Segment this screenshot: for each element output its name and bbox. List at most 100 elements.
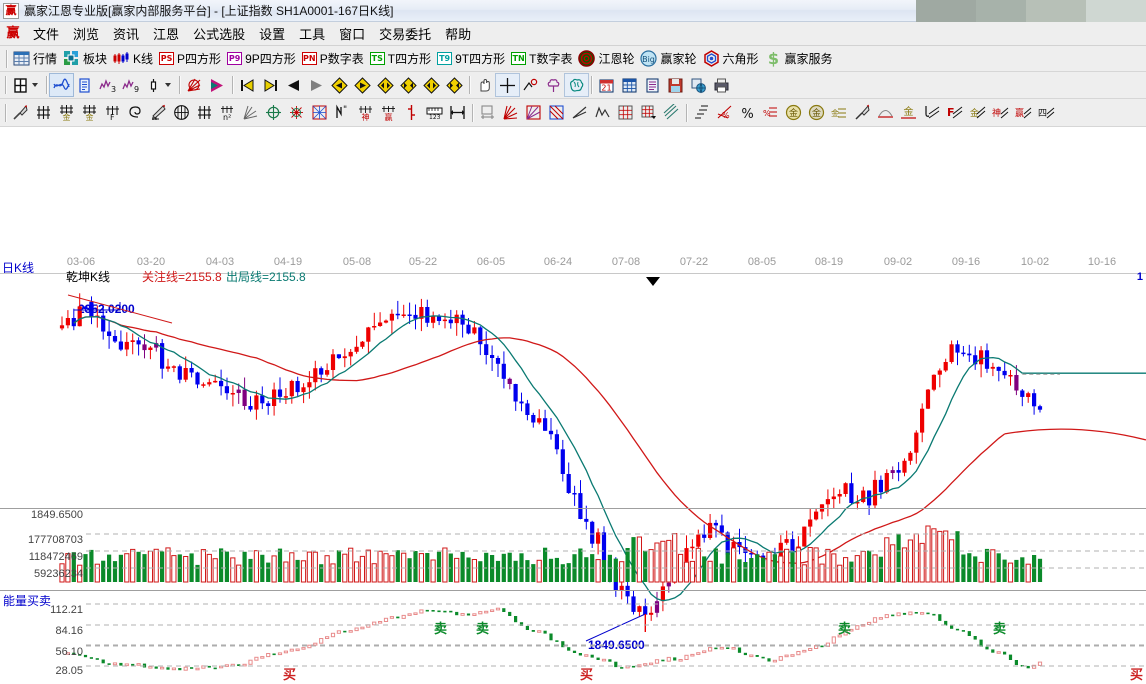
tb3-gold-seal2[interactable]: 金 [805, 102, 828, 124]
menu-browse[interactable]: 浏览 [73, 27, 100, 42]
tb2-gann-fan[interactable] [183, 74, 206, 96]
tb3-ying-slash[interactable]: 赢 [1012, 102, 1035, 124]
tb3-gann-pen[interactable] [9, 102, 32, 124]
tb-t-number-table[interactable]: TN T数字表 [508, 48, 575, 70]
tb2-table[interactable] [618, 74, 641, 96]
tb2-zoom-out[interactable] [397, 74, 420, 96]
tb2-report[interactable] [641, 74, 664, 96]
tb3-h-quote[interactable]: " [331, 102, 354, 124]
tb3-target[interactable] [262, 102, 285, 124]
tb3-pen-tool[interactable] [147, 102, 170, 124]
menu-gann[interactable]: 江恩 [153, 27, 180, 42]
tb2-crosshair[interactable] [495, 73, 520, 97]
tb-t-square[interactable]: TS T四方形 [367, 48, 434, 70]
tb2-last[interactable] [259, 74, 282, 96]
tb3-gold-lines[interactable]: 金 [828, 102, 851, 124]
tb-9p-square[interactable]: P9 9P四方形 [224, 48, 299, 70]
menu-news[interactable]: 资讯 [113, 27, 140, 42]
tb3-trend-line[interactable] [568, 102, 591, 124]
tb3-f-grid[interactable]: F [101, 102, 124, 124]
tb2-save[interactable] [664, 74, 687, 96]
tb2-pick[interactable] [519, 74, 542, 96]
tb3-fan-lines[interactable] [239, 102, 262, 124]
tb3-rocket[interactable] [851, 102, 874, 124]
indicator-panel[interactable] [0, 590, 1146, 684]
tb3-gold-grid-a[interactable]: 金 [55, 102, 78, 124]
tb3-radial-red[interactable] [285, 102, 308, 124]
tb2-zoom-in[interactable] [374, 74, 397, 96]
tb2-first[interactable] [236, 74, 259, 96]
tb3-gold-under[interactable]: 金 [897, 102, 920, 124]
tb3-shen[interactable]: 神 [354, 102, 377, 124]
tb2-zoom-fit[interactable] [420, 74, 443, 96]
menu-settings[interactable]: 设置 [259, 27, 286, 42]
menu-window[interactable]: 窗口 [339, 27, 366, 42]
tb2-candle-style[interactable] [142, 74, 176, 96]
tb-winner-service[interactable]: $ 赢家服务 [762, 48, 836, 70]
tb3-steps[interactable] [690, 102, 713, 124]
chart-area[interactable]: 日K线 03-06 03-20 04-03 04-19 05-08 05-22 06-05 0… [0, 127, 1146, 680]
tb2-next[interactable] [305, 74, 328, 96]
tb3-j-lines[interactable] [920, 102, 943, 124]
tb3-box-diag[interactable] [545, 102, 568, 124]
tb-kline[interactable]: K线 [110, 48, 156, 70]
tb3-percent[interactable]: % [736, 102, 759, 124]
tb3-ying[interactable]: 赢 [377, 102, 400, 124]
tb3-parallel[interactable] [660, 102, 683, 124]
tb3-n2[interactable]: n² [216, 102, 239, 124]
tb3-si-slash[interactable]: 四 [1035, 102, 1058, 124]
menu-trade-order[interactable]: 交易委托 [379, 27, 432, 42]
tb3-box-anchor[interactable] [476, 102, 499, 124]
tb2-volume-profile[interactable] [206, 74, 229, 96]
menu-tools[interactable]: 工具 [299, 27, 326, 42]
tb-winner-wheel[interactable]: Big 赢家轮 [637, 48, 699, 70]
tb3-spiral[interactable] [124, 102, 147, 124]
tb3-percent-lines[interactable]: % [759, 102, 782, 124]
tb3-grid-red[interactable] [614, 102, 637, 124]
tb-9t-square[interactable]: T9 9T四方形 [434, 48, 508, 70]
chevron-down-icon[interactable] [32, 83, 38, 87]
tb2-ma3[interactable]: 3 [96, 74, 119, 96]
tb3-arc-red[interactable] [874, 102, 897, 124]
menu-file[interactable]: 文件 [33, 27, 60, 42]
tb3-percent-fan[interactable]: % [713, 102, 736, 124]
tb2-scroll-right[interactable] [351, 74, 374, 96]
tb2-period[interactable] [9, 74, 43, 96]
tb3-ruler[interactable]: 123 [423, 102, 446, 124]
tb3-span[interactable] [446, 102, 469, 124]
tb3-bar-tool[interactable] [400, 102, 423, 124]
volume-plot[interactable] [0, 508, 1146, 590]
tb3-zigzag[interactable] [591, 102, 614, 124]
indicator-plot[interactable] [0, 590, 1146, 684]
tb3-grid-arrow[interactable] [637, 102, 660, 124]
tb2-zoom-all[interactable] [443, 74, 466, 96]
menu-help[interactable]: 帮助 [445, 27, 472, 42]
tb3-circle-grid[interactable] [170, 102, 193, 124]
tb-hexagon[interactable]: 六角形 [700, 48, 762, 70]
tb3-ladder[interactable] [193, 102, 216, 124]
tb3-fan-red[interactable] [499, 102, 522, 124]
tb-sector[interactable]: 板块 [60, 48, 110, 70]
tb-p-square[interactable]: PS P四方形 [156, 48, 224, 70]
tb3-grid-lines[interactable] [32, 102, 55, 124]
tb2-ma9[interactable]: 9 [119, 74, 142, 96]
tb-gann-wheel[interactable]: 江恩轮 [575, 48, 637, 70]
tb3-shen-slash[interactable]: 神 [989, 102, 1012, 124]
tb2-hand[interactable] [473, 74, 496, 96]
tb3-gold-seal[interactable]: 金 [782, 102, 805, 124]
tb2-prev[interactable] [282, 74, 305, 96]
tb2-tree[interactable] [542, 74, 565, 96]
tb3-box-fan[interactable] [522, 102, 545, 124]
candlestick-plot[interactable] [0, 127, 1146, 647]
volume-panel[interactable] [0, 508, 1146, 590]
tb2-print[interactable] [710, 74, 733, 96]
tb2-copy[interactable] [687, 74, 710, 96]
tb2-brain[interactable] [564, 73, 589, 97]
tb2-calendar[interactable]: 21 [595, 74, 618, 96]
tb2-overlay[interactable] [49, 73, 74, 97]
tb2-scroll-left[interactable] [328, 74, 351, 96]
chevron-down-icon[interactable] [165, 83, 171, 87]
tb3-gold-grid-b[interactable]: 金 [78, 102, 101, 124]
tb3-radial-box[interactable] [308, 102, 331, 124]
tb3-f-lines[interactable]: F [943, 102, 966, 124]
